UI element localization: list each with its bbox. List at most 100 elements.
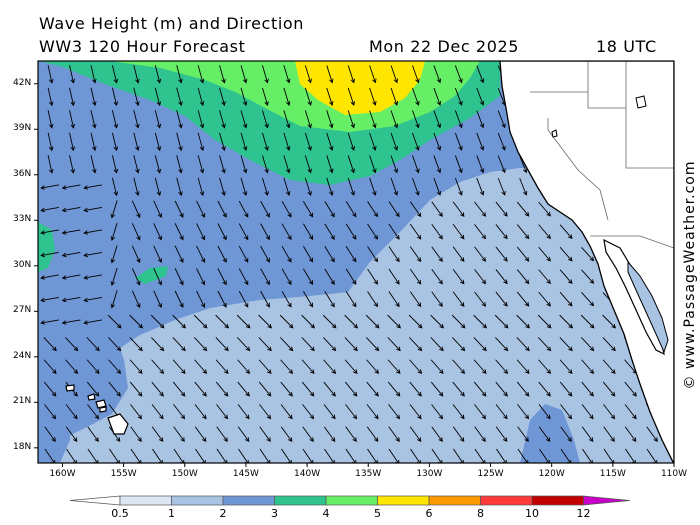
color-bar: [69, 495, 631, 506]
wave-arrow: [237, 337, 251, 352]
wave-arrow: [151, 337, 165, 352]
wave-arrow: [366, 359, 380, 374]
sea-patch-mid-2-3m: [135, 266, 168, 284]
wave-arrow: [303, 291, 314, 308]
wave-arrow: [365, 314, 380, 329]
wave-arrow: [476, 132, 485, 151]
wave-arrow: [69, 155, 76, 174]
wave-arrow: [133, 87, 140, 107]
wave-arrow: [624, 426, 637, 443]
wave-arrow: [304, 87, 312, 106]
wave-arrow: [412, 132, 420, 151]
wave-arrow: [240, 65, 248, 84]
wave-arrow: [173, 404, 186, 420]
wave-arrow: [153, 200, 162, 219]
wave-arrow: [108, 337, 122, 352]
wave-arrow: [281, 268, 292, 286]
wave-arrow: [111, 155, 119, 174]
wave-arrow: [237, 404, 250, 420]
wave-arrow: [581, 337, 595, 352]
wave-arrow: [559, 291, 573, 307]
wave-arrow: [388, 268, 400, 285]
wave-arrow: [260, 268, 270, 286]
wave-arrow: [61, 319, 81, 325]
wave-arrow: [153, 245, 162, 264]
lat-label-27N: 27N: [13, 305, 32, 316]
wave-arrow: [516, 314, 531, 329]
colorbar-segment: [377, 495, 430, 506]
wave-arrow: [262, 65, 269, 84]
wave-arrow: [603, 426, 615, 443]
wave-arrow: [194, 404, 207, 420]
wave-arrow: [133, 155, 140, 174]
wave-arrow: [495, 337, 509, 352]
wave-arrow: [236, 314, 251, 329]
wave-arrow: [197, 110, 205, 129]
colorbar-label: 4: [322, 507, 330, 520]
colorbar-label: 1: [168, 507, 175, 520]
sea-patch-sw-1-2m: [38, 380, 75, 463]
wave-arrow: [83, 251, 102, 258]
wave-arrow: [154, 65, 162, 84]
wave-arrow: [367, 246, 378, 263]
wave-arrow: [497, 177, 506, 196]
wave-arrow: [110, 267, 118, 287]
wave-arrow: [474, 224, 487, 240]
wave-arrow: [131, 268, 141, 286]
wave-arrow: [326, 177, 334, 196]
colorbar-label: 5: [374, 507, 381, 520]
wave-arrow: [303, 268, 314, 286]
wave-arrow: [69, 87, 76, 107]
wave-arrow: [302, 404, 315, 420]
wave-arrow: [40, 296, 59, 303]
wave-arrow: [283, 87, 291, 107]
wave-arrow: [433, 155, 442, 174]
wave-arrow: [61, 251, 81, 258]
wave-arrow: [516, 291, 530, 307]
wave-arrow: [412, 87, 420, 106]
wave-arrow: [83, 319, 102, 325]
wave-arrow: [433, 132, 442, 151]
wave-arrow: [602, 381, 616, 397]
wave-arrow: [172, 381, 186, 397]
wave-arrow: [560, 426, 572, 443]
wave-arrow: [110, 245, 118, 264]
lon-label-115W: 115W: [599, 469, 626, 479]
wave-arrow: [238, 245, 249, 263]
wave-arrow: [366, 381, 379, 397]
wave-arrow: [559, 269, 573, 284]
wave-arrow: [409, 404, 422, 420]
wave-arrow: [86, 381, 100, 397]
lat-label-18N: 18N: [13, 441, 32, 452]
wave-arrow: [495, 404, 508, 420]
lat-label-39N: 39N: [13, 123, 32, 134]
colorbar-label: 10: [525, 507, 539, 520]
wave-arrow: [174, 290, 184, 308]
wave-arrow: [495, 201, 508, 217]
wave-arrow: [454, 132, 463, 151]
colorbar-segment: [222, 495, 275, 506]
wave-arrow: [517, 426, 529, 443]
wave-arrow: [347, 65, 355, 84]
wave-arrow: [452, 337, 466, 352]
wave-arrow: [516, 224, 530, 240]
wave-arrow: [47, 110, 54, 129]
wave-arrow: [83, 229, 102, 235]
wave-arrow: [409, 426, 422, 443]
wave-arrow: [240, 177, 248, 197]
wave-arrow: [323, 359, 337, 374]
wave-arrow: [302, 426, 314, 443]
map-frame: [37, 60, 675, 464]
wave-arrow: [197, 65, 205, 84]
wave-arrow: [153, 290, 162, 309]
wave-arrow: [387, 314, 402, 329]
wave-arrow: [474, 269, 487, 285]
wave-arrow: [240, 132, 248, 152]
wave-arrow: [281, 245, 292, 263]
wave-arrow: [47, 155, 54, 174]
wave-arrow: [388, 201, 400, 218]
wave-arrow: [433, 177, 442, 196]
wave-arrow: [133, 132, 140, 152]
wave-arrow: [452, 269, 465, 285]
